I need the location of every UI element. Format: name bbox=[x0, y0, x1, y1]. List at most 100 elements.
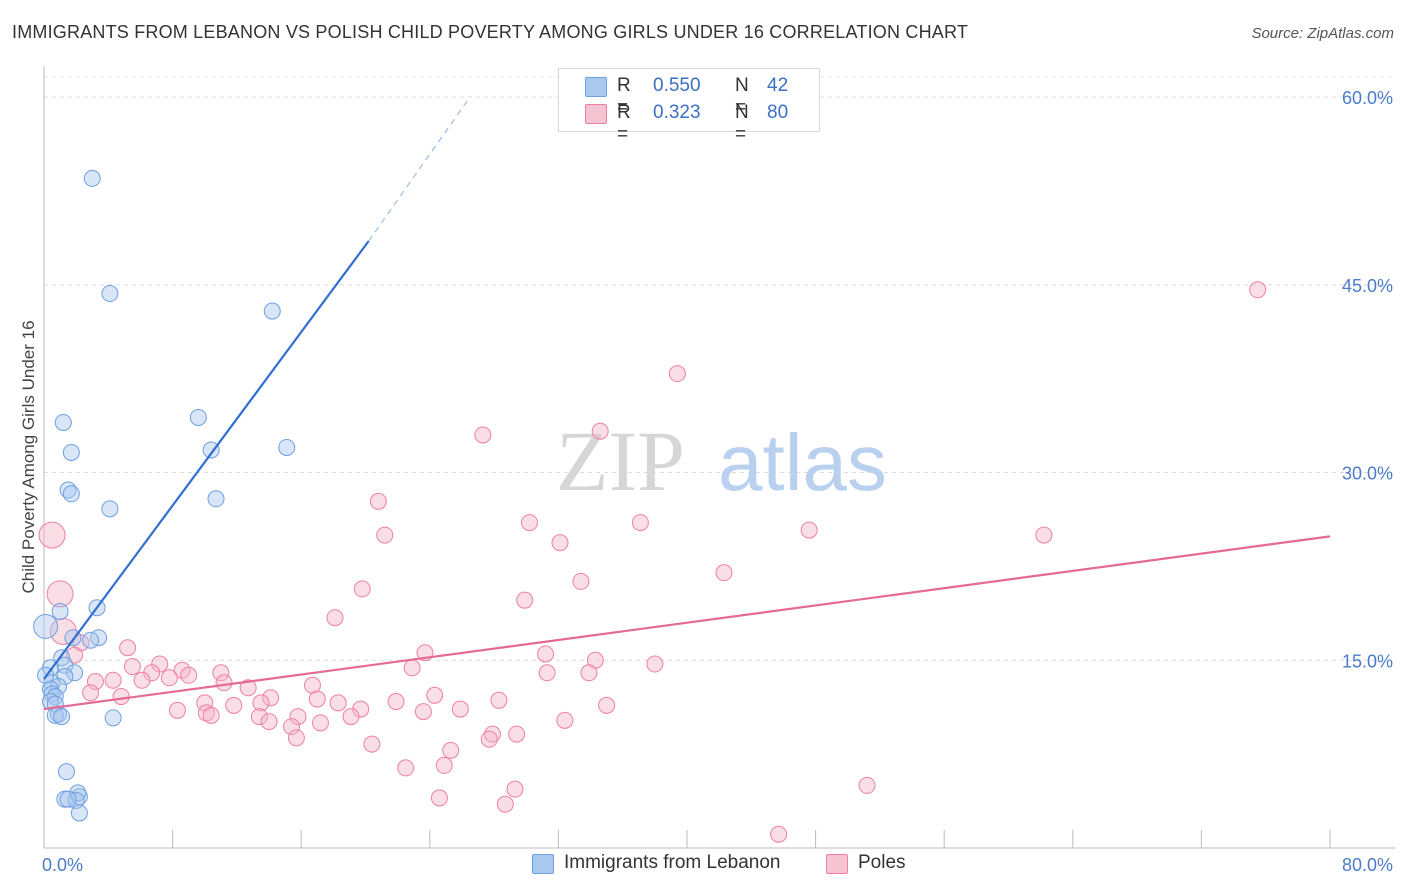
poles-point bbox=[556, 711, 574, 729]
lebanon-point bbox=[62, 443, 80, 461]
poles-point bbox=[508, 725, 526, 743]
lebanon-point bbox=[207, 490, 225, 508]
poles-point bbox=[168, 701, 186, 719]
poles-point bbox=[715, 564, 733, 582]
poles-point bbox=[289, 708, 307, 726]
poles-point bbox=[202, 706, 220, 724]
poles-point bbox=[403, 659, 421, 677]
poles-point bbox=[283, 718, 301, 736]
poles-point bbox=[426, 686, 444, 704]
legend-r-value: 0.323 bbox=[653, 102, 701, 123]
lebanon-point bbox=[189, 408, 207, 426]
y-tick-label: 15.0% bbox=[1342, 651, 1393, 671]
poles-point bbox=[104, 671, 122, 689]
poles-point bbox=[287, 729, 305, 747]
watermark: ZIP atlas bbox=[556, 413, 887, 509]
legend-n-key: N = bbox=[735, 102, 749, 145]
lebanon-trend-extension bbox=[368, 96, 471, 242]
poles-point bbox=[480, 730, 498, 748]
source-label: Source: ZipAtlas.com bbox=[1251, 25, 1394, 42]
poles-point bbox=[598, 696, 616, 714]
watermark-zip: ZIP bbox=[556, 413, 685, 509]
y-tick-label: 45.0% bbox=[1342, 276, 1393, 296]
lebanon-point bbox=[54, 413, 72, 431]
poles-point bbox=[160, 669, 178, 687]
legend-swatch-poles bbox=[585, 104, 607, 124]
poles-point bbox=[133, 671, 151, 689]
poles-point bbox=[82, 684, 100, 702]
poles-point bbox=[212, 664, 230, 682]
lebanon-point bbox=[202, 441, 220, 459]
poles-point bbox=[451, 700, 469, 718]
poles-point bbox=[646, 655, 664, 673]
lebanon-point bbox=[70, 804, 88, 822]
lebanon-point bbox=[51, 602, 69, 620]
poles-point bbox=[353, 580, 371, 598]
poles-point bbox=[119, 639, 137, 657]
poles-point bbox=[329, 694, 347, 712]
lebanon-point bbox=[33, 613, 59, 639]
poles-point bbox=[483, 725, 501, 743]
poles-point bbox=[516, 591, 534, 609]
correlation-legend: R = 0.550 N = 42 R = 0.323 N = 80 bbox=[558, 68, 820, 145]
chart-title: IMMIGRANTS FROM LEBANON VS POLISH CHILD … bbox=[12, 22, 969, 42]
poles-point bbox=[435, 756, 453, 774]
lebanon-point bbox=[58, 763, 76, 781]
series-poles-points bbox=[38, 281, 1267, 843]
poles-point bbox=[506, 780, 524, 798]
legend-swatch-lebanon bbox=[585, 77, 607, 97]
lebanon-point bbox=[59, 790, 77, 808]
bottom-legend-label-lebanon: Immigrants from Lebanon bbox=[564, 852, 781, 873]
poles-point bbox=[46, 580, 74, 608]
lebanon-point bbox=[83, 169, 101, 187]
poles-point bbox=[1249, 281, 1267, 299]
poles-point bbox=[225, 696, 243, 714]
poles-point bbox=[770, 825, 788, 843]
poles-point bbox=[800, 521, 818, 539]
poles-point bbox=[369, 492, 387, 510]
bottom-legend-swatch-poles bbox=[826, 854, 848, 874]
legend-r-value: 0.550 bbox=[653, 75, 701, 96]
poles-point bbox=[572, 572, 590, 590]
poles-point bbox=[86, 673, 104, 691]
tick-labels: 15.0% 30.0% 45.0% 60.0% 0.0% 80.0% bbox=[42, 88, 1393, 875]
poles-point bbox=[112, 688, 130, 706]
lebanon-point bbox=[66, 664, 84, 682]
poles-point bbox=[580, 664, 598, 682]
legend-n-value: 80 bbox=[767, 102, 789, 123]
y-tick-label: 30.0% bbox=[1342, 464, 1393, 484]
poles-point bbox=[250, 708, 268, 726]
poles-point bbox=[631, 514, 649, 532]
poles-point bbox=[311, 714, 329, 732]
poles-point bbox=[215, 674, 233, 692]
poles-point bbox=[197, 704, 215, 722]
lebanon-point bbox=[82, 631, 100, 649]
poles-point bbox=[308, 690, 326, 708]
poles-point bbox=[414, 703, 432, 721]
poles-point bbox=[520, 514, 538, 532]
poles-point bbox=[490, 691, 508, 709]
watermark-atlas: atlas bbox=[718, 418, 887, 507]
axes bbox=[43, 66, 1395, 849]
poles-point bbox=[252, 694, 270, 712]
poles-point bbox=[858, 776, 876, 794]
legend-r-key: R = bbox=[617, 75, 631, 118]
lebanon-trend-line bbox=[43, 240, 370, 680]
bottom-legend-label-poles: Poles bbox=[858, 852, 906, 873]
lebanon-point bbox=[278, 438, 296, 456]
poles-point bbox=[262, 689, 280, 707]
poles-point bbox=[342, 708, 360, 726]
legend-n-key: N = bbox=[735, 75, 749, 118]
poles-point bbox=[180, 666, 198, 684]
lebanon-point bbox=[62, 485, 80, 503]
poles-point bbox=[363, 735, 381, 753]
y-tick-label: 60.0% bbox=[1342, 88, 1393, 108]
poles-point bbox=[1035, 526, 1053, 544]
trend-lines bbox=[43, 96, 1331, 711]
poles-point bbox=[537, 645, 555, 663]
poles-point bbox=[397, 759, 415, 777]
x-tick-label: 80.0% bbox=[1342, 855, 1393, 875]
poles-point bbox=[38, 521, 66, 549]
poles-point bbox=[326, 609, 344, 627]
